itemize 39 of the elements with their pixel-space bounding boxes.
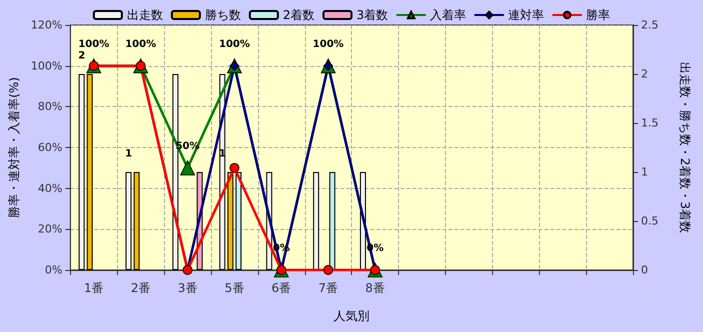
x-tick-label: 8番 <box>365 281 385 295</box>
y-tick-label: 40% <box>38 182 62 195</box>
point <box>180 160 195 176</box>
x-tick-label: 7番 <box>318 281 338 295</box>
x-axis-title: 人気別 <box>334 309 370 323</box>
x-tick-label: 6番 <box>272 281 292 295</box>
legend-label: 連対率 <box>508 8 544 22</box>
x-tick-label: 5番 <box>224 281 244 295</box>
y2-tick-label: 1.5 <box>641 116 658 130</box>
data-label: 1 <box>125 148 132 160</box>
legend-label: 勝率 <box>586 8 610 22</box>
x-tick-label: 1番 <box>84 281 104 295</box>
y-tick-label: 100% <box>30 59 62 72</box>
y-tick-label: 80% <box>38 100 62 114</box>
y2-tick-label: 0 <box>641 264 648 276</box>
x-tick-label: 3番 <box>178 281 198 295</box>
legend-label: 出走数 <box>126 8 163 22</box>
y2-tick-label: 2.5 <box>641 18 658 32</box>
legend-label: 3着数 <box>356 8 388 22</box>
y2-tick-label: 1 <box>641 166 648 178</box>
y-tick-label: 60% <box>38 141 62 154</box>
y-axis-title: 勝率・連対率・入着率(%) <box>7 77 21 218</box>
y2-axis-title: 出走数・勝ち数・2着数・3着数 <box>678 62 692 234</box>
y-tick-label: 20% <box>38 222 62 236</box>
legend-label: 入着率 <box>430 8 466 22</box>
data-label: 100% <box>78 38 110 50</box>
x-tick-label: 2番 <box>130 281 150 295</box>
y2-tick-label: 0.5 <box>641 214 658 228</box>
data-label: 100% <box>219 38 250 50</box>
data-label: 2 <box>78 50 86 62</box>
legend-label: 2着数 <box>282 8 315 22</box>
point <box>323 265 334 275</box>
y-tick-label: 0% <box>44 264 62 276</box>
data-label: 100% <box>125 38 156 50</box>
y-tick-label: 120% <box>30 18 62 32</box>
point <box>230 163 240 173</box>
legend-label: 勝ち数 <box>204 8 241 22</box>
data-label: 100% <box>312 38 344 50</box>
y2-tick-label: 2 <box>641 68 648 80</box>
